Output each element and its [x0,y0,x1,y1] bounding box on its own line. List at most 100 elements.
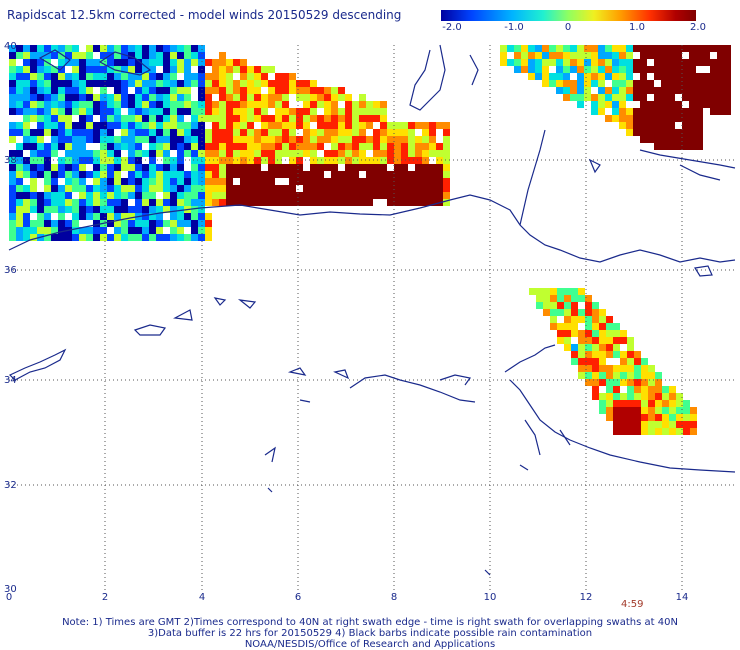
wind-cell [655,386,662,393]
wind-cell [634,358,641,365]
wind-cell [422,178,429,185]
wind-cell [598,80,605,87]
wind-cell [338,94,345,101]
wind-cell [324,185,331,192]
wind-cell [620,358,627,365]
wind-cell [296,164,303,171]
wind-cell [366,122,373,129]
wind-cell [724,80,731,87]
wind-cell [233,101,240,108]
wind-cell [212,157,219,164]
wind-cell [261,171,268,178]
wind-cell [163,52,170,59]
wind-cell [198,220,205,227]
wind-cell [177,59,184,66]
wind-cell [675,129,682,136]
wind-cell [542,80,549,87]
wind-cell [598,108,605,115]
wind-cell [394,164,401,171]
wind-cell [268,150,275,157]
wind-cell [689,115,696,122]
wind-cell [205,178,212,185]
wind-cell [23,122,30,129]
wind-cell [689,136,696,143]
wind-cell [191,199,198,206]
wind-cell [429,199,436,206]
wind-cell [401,143,408,150]
wind-cell [366,143,373,150]
wind-cell [163,94,170,101]
wind-cell [93,206,100,213]
wind-cell [661,143,668,150]
wind-cell [282,108,289,115]
wind-cell [149,220,156,227]
wind-cell [240,115,247,122]
wind-cell [296,87,303,94]
wind-cell [44,80,51,87]
wind-cell [114,45,121,52]
wind-cell [373,192,380,199]
wind-cell [598,94,605,101]
wind-cell [661,59,668,66]
wind-cell [585,309,592,316]
wind-cell [352,178,359,185]
wind-cell [415,199,422,206]
wind-cell [289,87,296,94]
wind-cell [619,101,626,108]
wind-cell [584,66,591,73]
wind-cell [289,115,296,122]
wind-cell [149,94,156,101]
wind-cell [661,52,668,59]
wind-cell [317,171,324,178]
wind-cell [233,150,240,157]
wind-cell [606,365,613,372]
wind-cell [620,337,627,344]
wind-cell [247,108,254,115]
wind-cell [640,129,647,136]
wind-cell [58,52,65,59]
wind-cell [114,192,121,199]
wind-cell [606,351,613,358]
wind-cell [641,428,648,435]
wind-cell [668,80,675,87]
wind-cell [51,80,58,87]
wind-cell [599,351,606,358]
wind-cell [93,136,100,143]
wind-cell [303,136,310,143]
wind-cell [9,94,16,101]
wind-cell [578,295,585,302]
wind-cell [634,421,641,428]
wind-cell [317,199,324,206]
wind-cell [352,171,359,178]
wind-cell [689,66,696,73]
wind-cell [345,199,352,206]
wind-cell [149,227,156,234]
wind-cell [634,393,641,400]
wind-cell [710,66,717,73]
wind-cell [415,171,422,178]
wind-cell [380,115,387,122]
wind-cell [86,227,93,234]
wind-cell [247,178,254,185]
wind-cell [275,136,282,143]
wind-cell [648,372,655,379]
wind-cell [282,73,289,80]
wind-cell [591,80,598,87]
wind-cell [233,199,240,206]
wind-cell [226,192,233,199]
y-tick-label: 38 [4,155,17,166]
wind-cell [72,80,79,87]
wind-cell [128,73,135,80]
wind-cell [198,171,205,178]
wind-cell [282,94,289,101]
wind-cell [303,143,310,150]
wind-cell [626,115,633,122]
wind-cell [156,45,163,52]
wind-cell [170,52,177,59]
wind-cell [205,136,212,143]
wind-cell [592,302,599,309]
wind-cell [191,129,198,136]
wind-cell [366,136,373,143]
wind-cell [121,206,128,213]
wind-cell [198,45,205,52]
